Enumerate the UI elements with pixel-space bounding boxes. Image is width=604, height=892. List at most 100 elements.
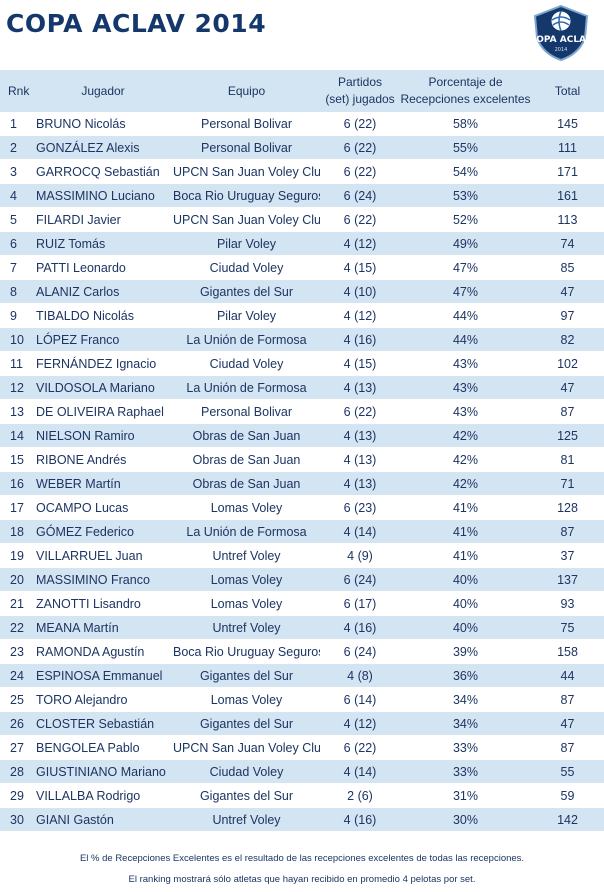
percentage-cell: 52%: [400, 207, 531, 232]
sets-cell: 4 (9): [320, 543, 400, 568]
logo-year: 2014: [555, 47, 568, 53]
team-cell: Pilar Voley: [173, 303, 320, 328]
team-cell: Boca Rio Uruguay Seguros: [173, 639, 320, 664]
sets-cell: 6 (24): [320, 183, 400, 208]
total-cell: 81: [531, 447, 604, 472]
team-cell: Ciudad Voley: [173, 255, 320, 280]
team-cell: Boca Rio Uruguay Seguros: [173, 183, 320, 208]
table-row: 16 WEBER Martín Obras de San Juan 4 (13) 42%…: [0, 471, 604, 496]
team-cell: Personal Bolivar: [173, 135, 320, 160]
total-cell: 87: [531, 519, 604, 544]
header-team: Equipo: [173, 70, 320, 112]
rank-cell: 26: [0, 711, 33, 736]
sets-cell: 4 (12): [320, 711, 400, 736]
player-cell: MASSIMINO Luciano: [33, 183, 173, 208]
table-row: 29 VILLALBA Rodrigo Gigantes del Sur 2 (6) 3…: [0, 783, 604, 808]
rank-cell: 13: [0, 399, 33, 424]
header-player: Jugador: [33, 70, 173, 112]
sets-cell: 6 (24): [320, 639, 400, 664]
table-row: 15 RIBONE Andrés Obras de San Juan 4 (13) 42…: [0, 447, 604, 472]
rank-cell: 4: [0, 183, 33, 208]
total-cell: 137: [531, 567, 604, 592]
team-cell: Personal Bolivar: [173, 399, 320, 424]
total-cell: 93: [531, 591, 604, 616]
rank-cell: 10: [0, 327, 33, 352]
table-row: 14 NIELSON Ramiro Obras de San Juan 4 (13) 4…: [0, 423, 604, 448]
sets-cell: 4 (13): [320, 375, 400, 400]
player-cell: PATTI Leonardo: [33, 255, 173, 280]
percentage-cell: 41%: [400, 519, 531, 544]
team-cell: Personal Bolivar: [173, 112, 320, 136]
percentage-cell: 47%: [400, 279, 531, 304]
player-cell: DE OLIVEIRA Raphael: [33, 399, 173, 424]
team-cell: UPCN San Juan Voley Club: [173, 207, 320, 232]
header-percentage: Porcentaje de Recepciones excelentes: [400, 70, 531, 112]
sets-cell: 6 (17): [320, 591, 400, 616]
total-cell: 161: [531, 183, 604, 208]
team-cell: Ciudad Voley: [173, 759, 320, 784]
percentage-cell: 36%: [400, 663, 531, 688]
sets-cell: 6 (24): [320, 567, 400, 592]
table-row: 3 GARROCQ Sebastián UPCN San Juan Voley Cl…: [0, 159, 604, 184]
sets-cell: 6 (14): [320, 687, 400, 712]
rank-cell: 28: [0, 759, 33, 784]
total-cell: 111: [531, 135, 604, 160]
ranking-table: Rnk Jugador Equipo Partidos (set) jugado…: [0, 70, 604, 832]
player-cell: ZANOTTI Lisandro: [33, 591, 173, 616]
sets-cell: 4 (14): [320, 519, 400, 544]
player-cell: FILARDI Javier: [33, 207, 173, 232]
percentage-cell: 33%: [400, 735, 531, 760]
player-cell: VILLARRUEL Juan: [33, 543, 173, 568]
team-cell: Untref Voley: [173, 615, 320, 640]
header-sets-line2: (set) jugados: [325, 92, 395, 106]
team-cell: Obras de San Juan: [173, 423, 320, 448]
sets-cell: 4 (12): [320, 303, 400, 328]
player-cell: BENGOLEA Pablo: [33, 735, 173, 760]
percentage-cell: 43%: [400, 351, 531, 376]
percentage-cell: 40%: [400, 591, 531, 616]
rank-cell: 14: [0, 423, 33, 448]
sets-cell: 4 (13): [320, 423, 400, 448]
total-cell: 128: [531, 495, 604, 520]
player-cell: ESPINOSA Emmanuel: [33, 663, 173, 688]
rank-cell: 11: [0, 351, 33, 376]
page-title: COPA ACLAV 2014: [6, 9, 267, 38]
table-row: 12 VILDOSOLA Mariano La Unión de Formosa 4 …: [0, 375, 604, 400]
table-row: 18 GÓMEZ Federico La Unión de Formosa 4 (14…: [0, 519, 604, 544]
rank-cell: 5: [0, 207, 33, 232]
player-cell: VILDOSOLA Mariano: [33, 375, 173, 400]
total-cell: 37: [531, 543, 604, 568]
total-cell: 74: [531, 231, 604, 256]
team-cell: La Unión de Formosa: [173, 375, 320, 400]
table-row: 25 TORO Alejandro Lomas Voley 6 (14) 34% 87: [0, 687, 604, 712]
rank-cell: 8: [0, 279, 33, 304]
total-cell: 142: [531, 807, 604, 832]
total-cell: 47: [531, 279, 604, 304]
percentage-cell: 53%: [400, 183, 531, 208]
total-cell: 97: [531, 303, 604, 328]
total-cell: 85: [531, 255, 604, 280]
percentage-cell: 34%: [400, 711, 531, 736]
table-row: 2 GONZÁLEZ Alexis Personal Bolivar 6 (22) 55…: [0, 135, 604, 160]
percentage-cell: 41%: [400, 543, 531, 568]
rank-cell: 3: [0, 159, 33, 184]
player-cell: LÓPEZ Franco: [33, 327, 173, 352]
total-cell: 82: [531, 327, 604, 352]
team-cell: La Unión de Formosa: [173, 519, 320, 544]
rank-cell: 1: [0, 112, 33, 136]
team-cell: Gigantes del Sur: [173, 663, 320, 688]
table-header-row: Rnk Jugador Equipo Partidos (set) jugado…: [0, 70, 604, 112]
team-cell: Lomas Voley: [173, 495, 320, 520]
percentage-cell: 34%: [400, 687, 531, 712]
table-row: 11 FERNÁNDEZ Ignacio Ciudad Voley 4 (15) 43%…: [0, 351, 604, 376]
team-cell: Ciudad Voley: [173, 351, 320, 376]
rank-cell: 19: [0, 543, 33, 568]
total-cell: 44: [531, 663, 604, 688]
percentage-cell: 43%: [400, 399, 531, 424]
table-row: 24 ESPINOSA Emmanuel Gigantes del Sur 4 (8)…: [0, 663, 604, 688]
percentage-cell: 30%: [400, 807, 531, 832]
sets-cell: 4 (8): [320, 663, 400, 688]
percentage-cell: 42%: [400, 423, 531, 448]
table-row: 9 TIBALDO Nicolás Pilar Voley 4 (12) 44% 97: [0, 303, 604, 328]
sets-cell: 6 (22): [320, 207, 400, 232]
